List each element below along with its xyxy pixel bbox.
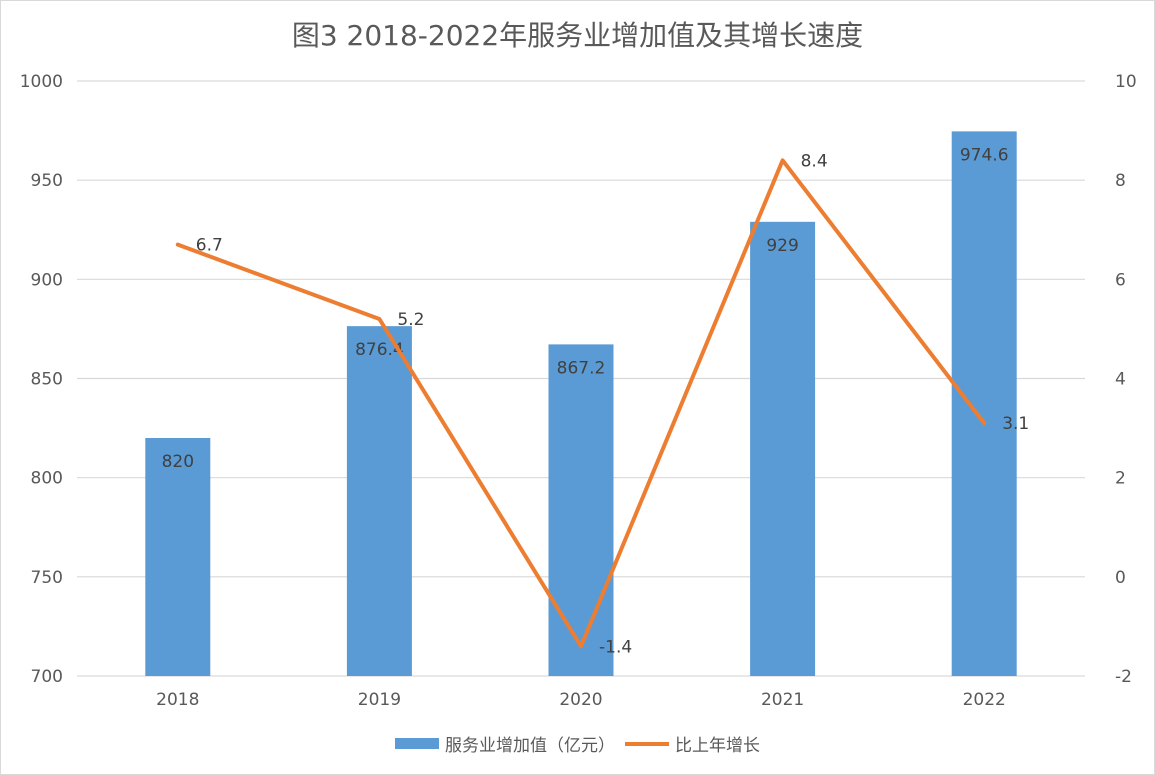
bar-data-label: 820 xyxy=(162,452,194,472)
legend-label-line: 比上年增长 xyxy=(675,736,760,756)
x-tick-label: 2020 xyxy=(559,690,602,710)
y-left-tick-label: 950 xyxy=(31,171,63,191)
x-tick-label: 2019 xyxy=(358,690,401,710)
y-left-tick-label: 700 xyxy=(31,667,63,687)
bar-data-label: 974.6 xyxy=(960,145,1009,165)
bar-data-label: 867.2 xyxy=(557,358,606,378)
y-right-tick-label: 4 xyxy=(1115,370,1126,390)
y-right-tick-label: -2 xyxy=(1115,667,1132,687)
y-right-tick-label: 6 xyxy=(1115,270,1126,290)
legend-swatch-bar xyxy=(395,738,439,749)
bar xyxy=(951,131,1017,677)
line-point xyxy=(377,317,381,321)
legend-item-line: 比上年增长 xyxy=(625,731,760,756)
y-right-tick-label: 10 xyxy=(1115,72,1137,92)
bar-data-label: 929 xyxy=(766,236,798,256)
legend-label-bar: 服务业增加值（亿元） xyxy=(445,736,615,756)
line-data-label: 5.2 xyxy=(397,310,424,330)
y-left-tick-label: 900 xyxy=(31,270,63,290)
y-right-tick-label: 2 xyxy=(1115,469,1126,489)
line-data-label: 8.4 xyxy=(801,151,828,171)
legend: 服务业增加值（亿元） 比上年增长 xyxy=(0,731,1155,756)
bar xyxy=(145,438,211,676)
bar xyxy=(346,326,412,676)
y-right-tick-label: 0 xyxy=(1115,568,1126,588)
y-left-tick-label: 800 xyxy=(31,469,63,489)
line-data-label: -1.4 xyxy=(599,637,632,657)
x-tick-label: 2022 xyxy=(963,690,1006,710)
line-data-label: 6.7 xyxy=(196,236,223,256)
bar xyxy=(750,221,816,677)
line-point xyxy=(579,644,583,648)
line-data-label: 3.1 xyxy=(1002,414,1029,434)
legend-swatch-line xyxy=(625,741,669,746)
legend-item-bar: 服务业增加值（亿元） xyxy=(395,731,615,756)
line-point xyxy=(781,158,785,162)
y-left-tick-label: 1000 xyxy=(20,72,63,92)
line-point xyxy=(176,243,180,247)
x-tick-label: 2021 xyxy=(761,690,804,710)
y-left-tick-label: 750 xyxy=(31,568,63,588)
x-tick-label: 2018 xyxy=(156,690,199,710)
chart-title: 图3 2018-2022年服务业增加值及其增长速度 xyxy=(291,19,864,52)
bar xyxy=(548,344,614,676)
y-right-tick-label: 8 xyxy=(1115,171,1126,191)
bar-data-label: 876.4 xyxy=(355,340,404,360)
y-left-tick-label: 850 xyxy=(31,370,63,390)
line-point xyxy=(982,421,986,425)
